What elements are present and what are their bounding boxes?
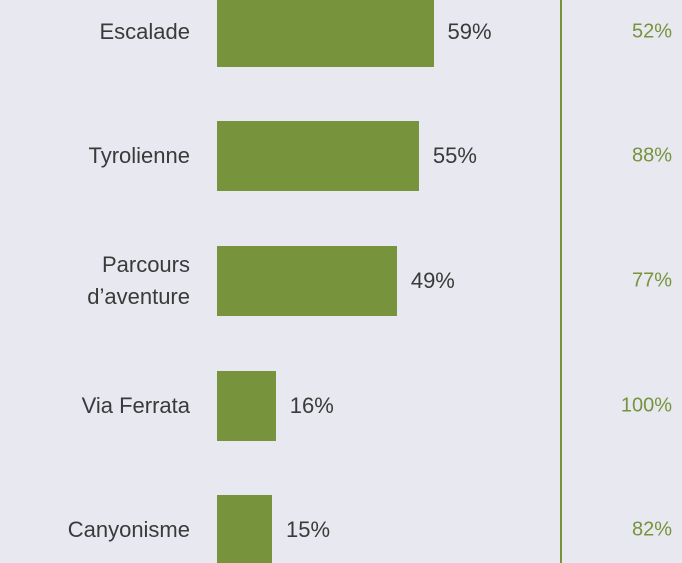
secondary-value: 100% [620,394,672,417]
bar [217,495,273,563]
value-label: 15% [286,517,331,542]
value-label: 55% [432,143,477,168]
divider [560,0,562,563]
category-label: Canyonisme [67,517,190,542]
bar [217,246,397,316]
bar [217,121,419,191]
bar [217,371,276,441]
bar [217,0,434,67]
secondary-value: 52% [631,20,672,43]
category-label: Via Ferrata [81,393,190,418]
value-label: 16% [289,393,334,418]
value-label: 49% [410,268,455,293]
value-label: 59% [447,19,492,44]
secondary-value: 77% [631,269,672,292]
category-label: Escalade [99,19,190,44]
secondary-value: 88% [631,144,672,167]
secondary-value: 82% [631,518,672,541]
category-label: Parcours d’aventure [87,252,190,309]
category-label: Tyrolienne [88,143,190,168]
